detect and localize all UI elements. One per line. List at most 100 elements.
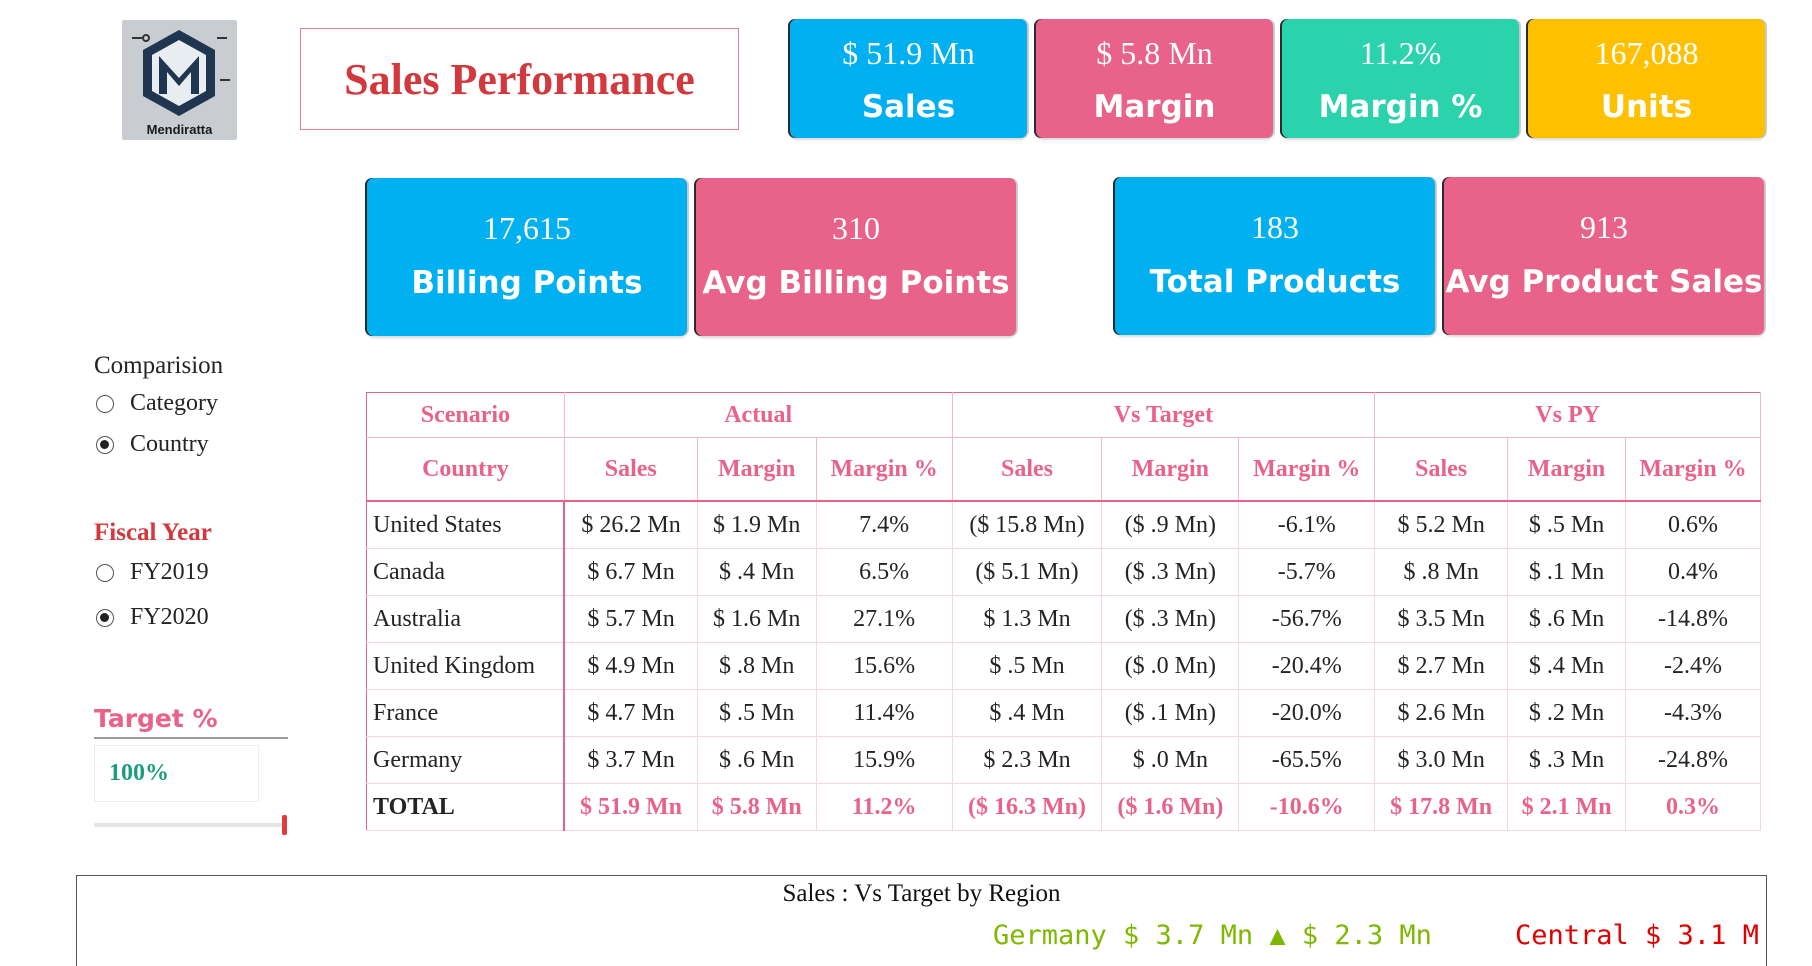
- table-cell: -20.4%: [1238, 642, 1376, 690]
- table-total-row[interactable]: TOTAL $ 51.9 Mn $ 5.8 Mn 11.2% ($ 16.3 Mn) ($…: [366, 783, 1761, 831]
- option-label: Category: [130, 390, 218, 416]
- ticker-item-central: Central $ 3.1 M: [1515, 920, 1759, 951]
- row-header-cell: France: [366, 689, 566, 737]
- table-cell: $ .3 Mn: [1507, 736, 1627, 784]
- column-header[interactable]: Margin %: [1625, 437, 1761, 502]
- group-header-scenario: Scenario: [366, 392, 565, 438]
- column-header[interactable]: Margin: [1507, 437, 1627, 502]
- table-cell: ($ 15.8 Mn): [952, 501, 1103, 549]
- table-cell: 11.4%: [816, 689, 953, 737]
- table-cell: $ .4 Mn: [697, 548, 817, 596]
- column-header[interactable]: Country: [366, 437, 565, 502]
- kpi-value: 17,615: [483, 210, 571, 246]
- table-cell: $ .5 Mn: [952, 642, 1103, 690]
- kpi-total-products-card[interactable]: 183 Total Products: [1115, 177, 1435, 335]
- table-cell: $ 1.9 Mn: [697, 501, 817, 549]
- table-cell: ($ 5.1 Mn): [952, 548, 1103, 596]
- page-title: Sales Performance: [344, 54, 695, 104]
- sales-vs-target-ticker: Sales : Vs Target by Region Germany $ 3.…: [76, 875, 1767, 966]
- radio-button[interactable]: [96, 563, 114, 582]
- table-row[interactable]: Canada $ 6.7 Mn $ .4 Mn 6.5% ($ 5.1 Mn) ($ .3…: [366, 548, 1761, 596]
- table-cell: ($ 1.6 Mn): [1101, 783, 1240, 831]
- ticker-item-germany: Germany $ 3.7 Mn ▲ $ 2.3 Mn: [993, 920, 1432, 951]
- comparision-heading: Comparision: [94, 352, 224, 379]
- kpi-label: Avg Product Sales: [1445, 264, 1763, 300]
- column-header[interactable]: Sales: [564, 437, 698, 502]
- table-cell: $ 17.8 Mn: [1374, 783, 1509, 831]
- table-cell: $ .8 Mn: [1374, 548, 1509, 596]
- option-label: FY2019: [130, 559, 209, 585]
- kpi-value: 310: [832, 210, 880, 246]
- table-cell: $ 5.2 Mn: [1374, 501, 1509, 549]
- table-cell: $ .8 Mn: [697, 642, 817, 690]
- comparision-option-country[interactable]: Country: [96, 431, 223, 458]
- kpi-label: Billing Points: [411, 265, 643, 301]
- table-cell: -65.5%: [1238, 736, 1376, 784]
- table-cell: 7.4%: [816, 501, 953, 549]
- column-header[interactable]: Margin %: [1238, 437, 1376, 502]
- target-heading-underline: [94, 737, 288, 739]
- fiscal-year-slicer: Fiscal Year FY2019 FY2020: [94, 519, 212, 631]
- table-cell: -14.8%: [1625, 595, 1761, 643]
- kpi-label: Margin: [1093, 89, 1216, 125]
- target-value-input[interactable]: 100%: [94, 745, 259, 802]
- page-title-box: Sales Performance: [300, 28, 739, 130]
- table-cell: $ 1.6 Mn: [697, 595, 817, 643]
- group-header-vs-py: Vs PY: [1374, 392, 1761, 438]
- table-cell: ($ .3 Mn): [1101, 548, 1240, 596]
- radio-button[interactable]: [96, 435, 114, 454]
- table-cell: $ 26.2 Mn: [564, 501, 698, 549]
- table-cell: 15.9%: [816, 736, 953, 784]
- sales-matrix-table: Scenario Actual Vs Target Vs PY Country …: [366, 392, 1761, 831]
- row-header-cell: Canada: [366, 548, 566, 596]
- table-cell: 27.1%: [816, 595, 953, 643]
- column-header[interactable]: Margin: [1101, 437, 1240, 502]
- table-row[interactable]: Germany $ 3.7 Mn $ .6 Mn 15.9% $ 2.3 Mn $ .0 …: [366, 736, 1761, 784]
- comparision-option-category[interactable]: Category: [96, 390, 223, 417]
- table-cell: ($ 16.3 Mn): [952, 783, 1103, 831]
- logo-emblem-icon: [132, 30, 230, 116]
- table-cell: $ 2.1 Mn: [1507, 783, 1627, 831]
- target-slider-track[interactable]: [94, 823, 286, 827]
- row-header-cell: TOTAL: [366, 783, 566, 831]
- column-header[interactable]: Sales: [952, 437, 1103, 502]
- table-row[interactable]: Australia $ 5.7 Mn $ 1.6 Mn 27.1% $ 1.3 Mn ($…: [366, 595, 1761, 643]
- radio-button[interactable]: [96, 394, 114, 413]
- table-cell: -4.3%: [1625, 689, 1761, 737]
- table-cell: 0.6%: [1625, 501, 1761, 549]
- table-cell: $ 51.9 Mn: [564, 783, 698, 831]
- option-label: FY2020: [130, 604, 209, 630]
- target-slider-handle[interactable]: [282, 815, 287, 835]
- kpi-sales-card[interactable]: $ 51.9 Mn Sales: [790, 19, 1027, 138]
- kpi-margin-card[interactable]: $ 5.8 Mn Margin: [1036, 19, 1273, 138]
- table-row[interactable]: United States $ 26.2 Mn $ 1.9 Mn 7.4% ($ 15.…: [366, 501, 1761, 549]
- column-header[interactable]: Sales: [1374, 437, 1509, 502]
- target-heading: Target %: [94, 704, 218, 733]
- radio-button[interactable]: [96, 608, 114, 627]
- kpi-value: 913: [1580, 209, 1628, 245]
- column-header[interactable]: Margin %: [816, 437, 953, 502]
- kpi-margin-pct-card[interactable]: 11.2% Margin %: [1282, 19, 1519, 138]
- table-cell: $ .5 Mn: [1507, 501, 1627, 549]
- fiscal-year-option-fy2020[interactable]: FY2020: [96, 604, 212, 631]
- table-cell: ($ .1 Mn): [1101, 689, 1240, 737]
- table-row[interactable]: France $ 4.7 Mn $ .5 Mn 11.4% $ .4 Mn ($ .1 M…: [366, 689, 1761, 737]
- kpi-label: Margin %: [1318, 89, 1483, 125]
- table-row[interactable]: United Kingdom $ 4.9 Mn $ .8 Mn 15.6% $ .5 M…: [366, 642, 1761, 690]
- fiscal-year-option-fy2019[interactable]: FY2019: [96, 559, 212, 586]
- table-cell: ($ .0 Mn): [1101, 642, 1240, 690]
- table-cell: $ 3.0 Mn: [1374, 736, 1509, 784]
- table-cell: -6.1%: [1238, 501, 1376, 549]
- kpi-avg-billing-points-card[interactable]: 310 Avg Billing Points: [696, 178, 1016, 336]
- kpi-units-card[interactable]: 167,088 Units: [1528, 19, 1765, 138]
- table-cell: $ .2 Mn: [1507, 689, 1627, 737]
- comparision-slicer: Comparision Category Country: [94, 352, 223, 458]
- table-cell: $ 2.3 Mn: [952, 736, 1103, 784]
- row-header-cell: Germany: [366, 736, 566, 784]
- kpi-value: 183: [1251, 209, 1299, 245]
- column-header[interactable]: Margin: [697, 437, 817, 502]
- ticker-title: Sales : Vs Target by Region: [782, 880, 1061, 907]
- table-cell: $ .6 Mn: [1507, 595, 1627, 643]
- kpi-billing-points-card[interactable]: 17,615 Billing Points: [367, 178, 687, 336]
- kpi-avg-product-sales-card[interactable]: 913 Avg Product Sales: [1444, 177, 1764, 335]
